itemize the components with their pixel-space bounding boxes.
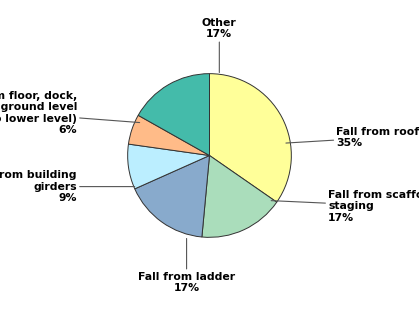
Text: Fall from roof
35%: Fall from roof 35%	[286, 127, 419, 148]
Wedge shape	[210, 74, 291, 202]
Wedge shape	[135, 156, 210, 237]
Wedge shape	[128, 144, 210, 189]
Text: Fall from floor, dock,
or ground level
(to lower level)
6%: Fall from floor, dock, or ground level (…	[0, 91, 140, 135]
Wedge shape	[129, 115, 210, 156]
Wedge shape	[202, 156, 277, 237]
Text: Other
17%: Other 17%	[202, 18, 237, 72]
Text: Fall from ladder
17%: Fall from ladder 17%	[138, 239, 235, 293]
Text: Fall from scaffolding,
staging
17%: Fall from scaffolding, staging 17%	[271, 190, 419, 223]
Text: Fall from building
girders
9%: Fall from building girders 9%	[0, 170, 134, 203]
Wedge shape	[138, 74, 210, 156]
